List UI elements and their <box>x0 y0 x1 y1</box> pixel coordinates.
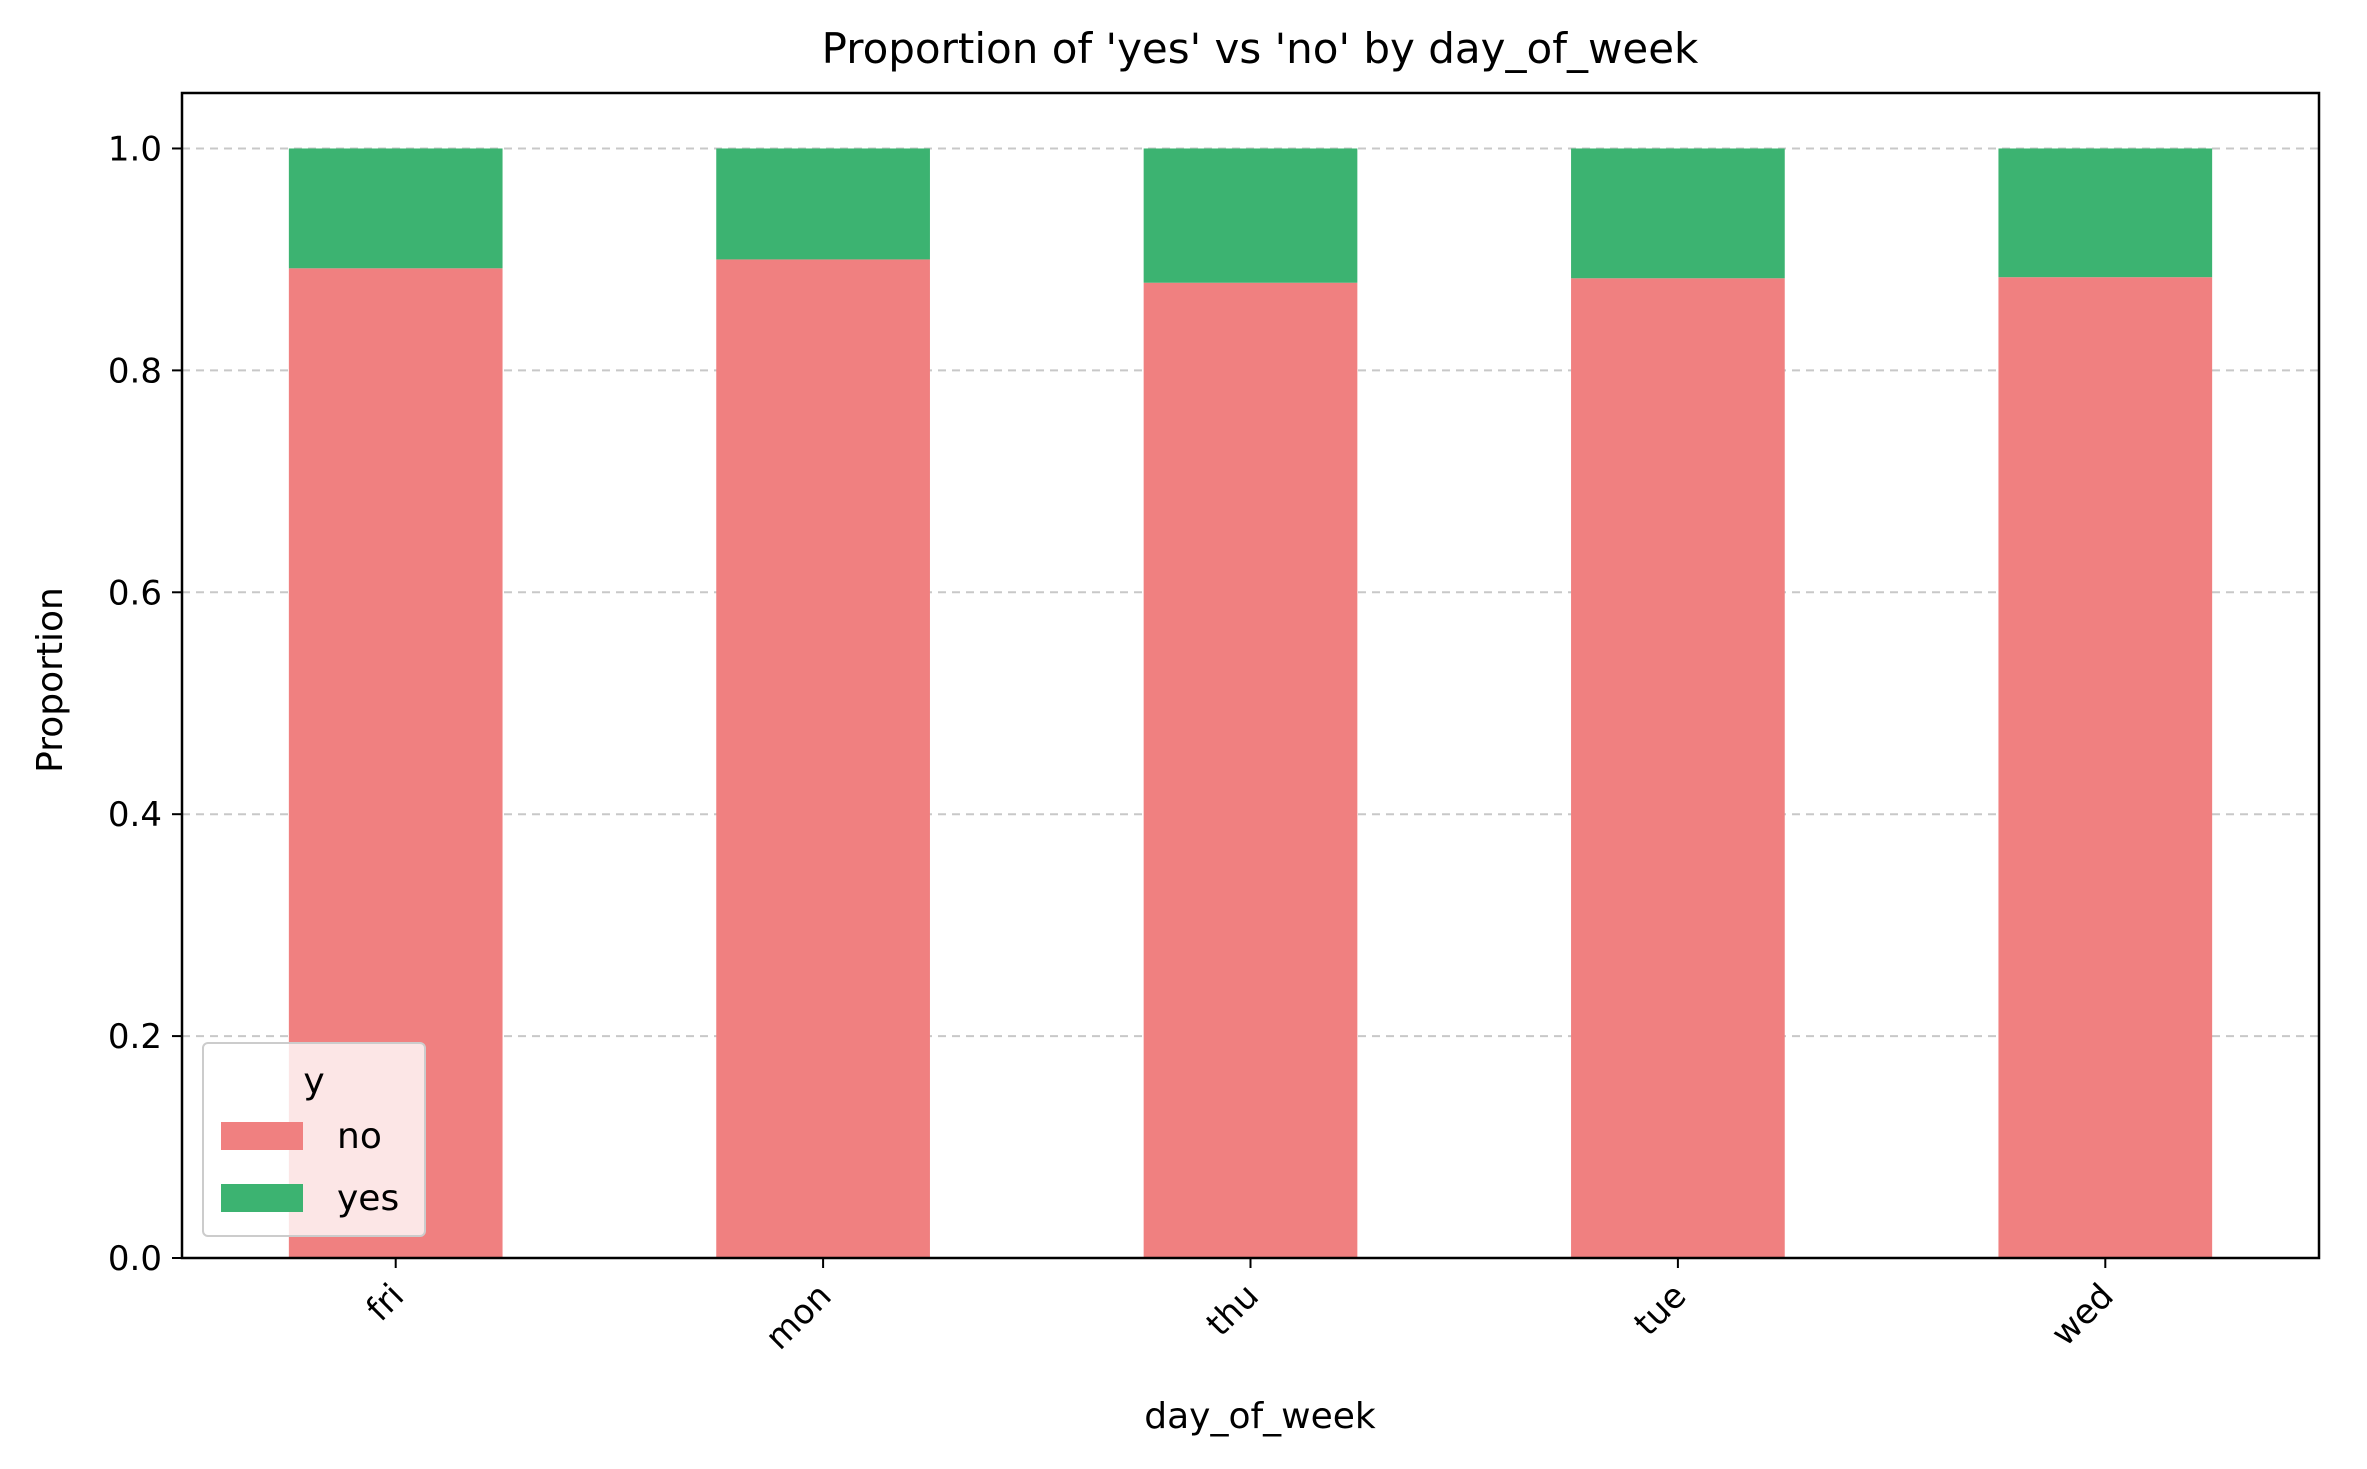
x-tick-label: thu <box>1199 1276 1267 1344</box>
bar-yes-tue <box>1571 148 1785 279</box>
bar-no-wed <box>1998 277 2213 1259</box>
y-tick-label: 0.2 <box>108 1017 162 1057</box>
y-tick-label: 0.8 <box>108 351 162 391</box>
x-axis-label: day_of_week <box>1144 1396 1376 1437</box>
y-tick-label: 0.0 <box>108 1239 162 1279</box>
legend-label-no: no <box>337 1116 382 1157</box>
legend-title: y <box>303 1061 324 1102</box>
y-axis: 0.0 0.2 0.4 0.6 0.8 1.0 <box>108 129 182 1279</box>
bar-no-tue <box>1571 278 1785 1258</box>
bar-yes-fri <box>288 148 503 269</box>
legend-swatch-yes <box>221 1184 303 1212</box>
bar-yes-mon <box>716 148 930 260</box>
y-tick-label: 0.4 <box>108 795 162 835</box>
chart-title: Proportion of 'yes' vs 'no' by day_of_we… <box>822 24 1699 73</box>
x-tick-label: tue <box>1627 1276 1695 1344</box>
x-axis: fri mon thu tue wed <box>359 1258 2122 1358</box>
x-tick-label: mon <box>758 1276 840 1358</box>
bar-no-mon <box>716 259 930 1258</box>
bars <box>288 148 2213 1259</box>
bar-no-thu <box>1143 282 1358 1258</box>
legend: y no yes <box>202 1042 426 1237</box>
legend-label-yes: yes <box>337 1178 399 1219</box>
legend-swatch-no <box>221 1122 303 1150</box>
x-tick-label: fri <box>359 1276 412 1329</box>
bar-yes-thu <box>1143 148 1358 283</box>
y-tick-label: 0.6 <box>108 573 162 613</box>
y-axis-label: Proportion <box>30 587 71 773</box>
x-tick-label: wed <box>2044 1276 2122 1354</box>
y-tick-label: 1.0 <box>108 129 162 169</box>
bar-yes-wed <box>1998 148 2213 278</box>
